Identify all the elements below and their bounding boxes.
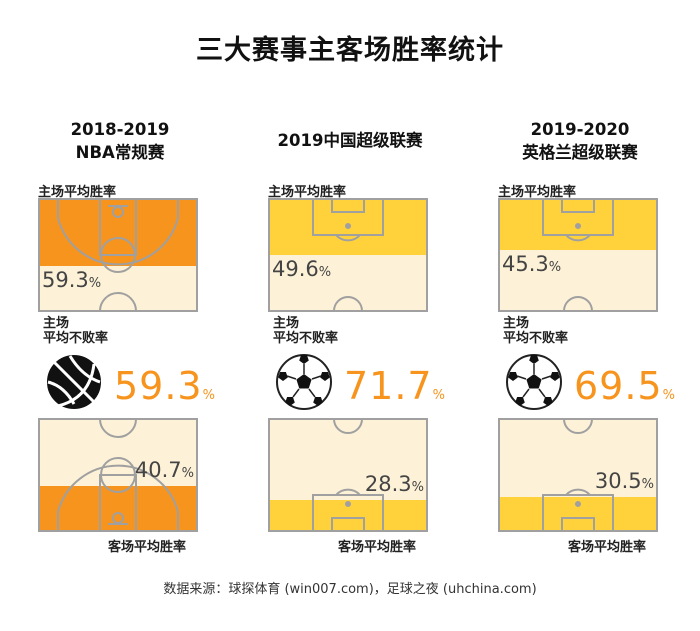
league-title-line2: 英格兰超级联赛 [522,143,638,162]
league-title-line2: NBA常规赛 [75,143,165,162]
home-win-number: 45.3 [502,251,549,276]
away-court-panel: 30.5% [498,418,658,532]
percent-unit: % [662,388,676,403]
league-title-line1: 2018-2019 [70,120,170,139]
away-win-value: 30.5% [595,469,654,493]
home-unbeaten-value: 71.7% [344,364,446,408]
league-title: 2018-2019 NBA常规赛 [5,118,235,168]
soccer-ball-icon [274,352,334,416]
pitch-lines [268,198,428,312]
home-unbeaten-label-line1: 主场 [43,316,70,331]
percent-unit: % [548,259,562,275]
home-win-number: 49.6 [272,256,319,281]
home-unbeaten-label-line1: 主场 [273,316,300,331]
home-win-value: 59.3% [42,268,101,292]
pitch-lines [498,198,658,312]
home-unbeaten-label: 主场 平均不败率 [503,316,568,346]
home-unbeaten-number: 71.7 [344,364,433,408]
home-win-value: 45.3% [502,252,561,276]
pitch-lines [268,418,428,532]
league-column-csl: 2019中国超级联赛 [235,118,465,168]
away-win-value: 40.7% [135,458,194,482]
home-court-panel: 45.3% [498,198,658,312]
data-source: 数据来源：球探体育 (win007.com)，足球之夜 (uhchina.com… [163,582,537,597]
home-unbeaten-label-line2: 平均不败率 [273,331,339,346]
percent-unit: % [181,465,194,481]
league-title-line1: 2019中国超级联赛 [277,131,423,150]
home-unbeaten-label: 主场 平均不败率 [273,316,338,346]
percent-unit: % [432,388,446,403]
pitch-lines [498,418,658,532]
away-win-label: 客场平均胜率 [338,540,417,555]
home-win-label: 主场平均胜率 [38,185,117,200]
league-title: 2019中国超级联赛 [235,118,465,168]
percent-unit: % [318,264,332,280]
home-unbeaten-label-line2: 平均不败率 [43,331,109,346]
chart-title: 三大赛事主客场胜率统计 [196,35,504,66]
court-lines [38,418,198,532]
percent-unit: % [88,275,102,291]
percent-unit: % [202,388,216,403]
home-win-label: 主场平均胜率 [268,185,347,200]
home-win-value: 49.6% [272,257,331,281]
home-unbeaten-value: 59.3% [114,364,216,408]
away-win-label: 客场平均胜率 [108,540,187,555]
soccer-ball-icon [504,352,564,416]
home-court-panel: 59.3% [38,198,198,312]
league-title: 2019-2020 英格兰超级联赛 [465,118,695,168]
home-unbeaten-value: 69.5% [574,364,676,408]
away-win-value: 28.3% [365,472,424,496]
home-win-label: 主场平均胜率 [498,185,577,200]
league-column-nba: 2018-2019 NBA常规赛 [5,118,235,168]
home-court-panel: 49.6% [268,198,428,312]
away-court-panel: 28.3% [268,418,428,532]
league-column-epl: 2019-2020 英格兰超级联赛 [465,118,695,168]
home-unbeaten-number: 69.5 [574,364,663,408]
home-unbeaten-label: 主场 平均不败率 [43,316,108,346]
away-court-panel: 40.7% [38,418,198,532]
away-win-number: 28.3 [364,471,412,496]
away-win-label: 客场平均胜率 [568,540,647,555]
home-unbeaten-label-line2: 平均不败率 [503,331,569,346]
percent-unit: % [641,477,654,493]
basketball-icon [44,352,104,416]
league-title-line1: 2019-2020 [530,120,630,139]
percent-unit: % [411,479,424,495]
home-unbeaten-number: 59.3 [114,364,203,408]
away-win-number: 40.7 [134,457,182,482]
home-unbeaten-label-line1: 主场 [503,316,530,331]
court-lines [38,198,198,312]
away-win-number: 30.5 [594,469,642,494]
home-win-number: 59.3 [42,267,89,292]
